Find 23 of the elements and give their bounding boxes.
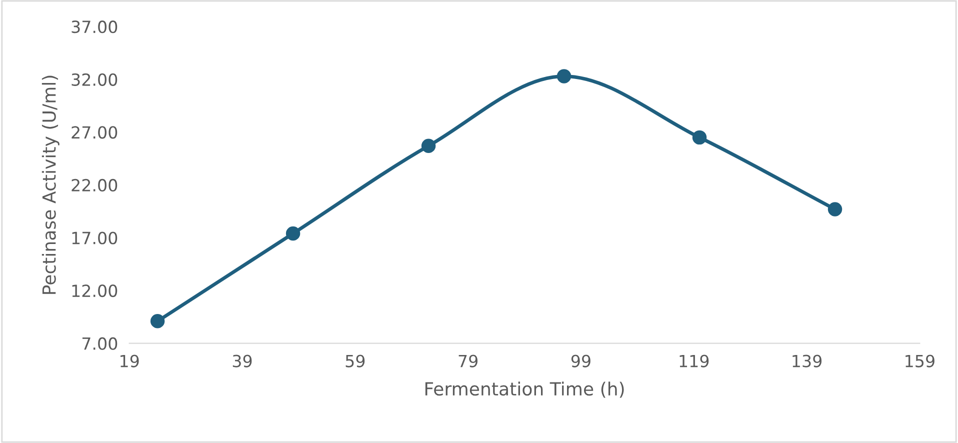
- y-tick-label: 37.00: [72, 20, 118, 34]
- x-tick-label: 159: [906, 354, 934, 368]
- point: [150, 314, 165, 328]
- y-tick-label: 27.00: [72, 126, 118, 139]
- point: [421, 138, 436, 154]
- x-tick-label: 79: [458, 354, 478, 368]
- point: [828, 202, 842, 216]
- y-tick-label: 22.00: [72, 178, 118, 192]
- x-tick-label: 19: [120, 354, 139, 368]
- x-axis-title: Fermentation Time (h): [425, 382, 624, 398]
- y-tick-label: 32.00: [72, 73, 118, 86]
- point: [692, 130, 707, 145]
- x-tick-label: 139: [792, 354, 822, 368]
- point: [556, 69, 572, 84]
- x-tick-label: 59: [346, 354, 365, 368]
- y-axis-title: Pectinase Activity (U/ml): [42, 76, 60, 294]
- y-tick-label: 17.00: [72, 232, 118, 244]
- x-tick-label: 99: [571, 354, 590, 368]
- x-tick-label: 39: [232, 354, 252, 368]
- y-tick-label: 12.00: [72, 284, 118, 298]
- y-tick-label: 7.00: [82, 337, 118, 350]
- x-tick-label: 119: [680, 354, 709, 368]
- point: [286, 226, 300, 241]
